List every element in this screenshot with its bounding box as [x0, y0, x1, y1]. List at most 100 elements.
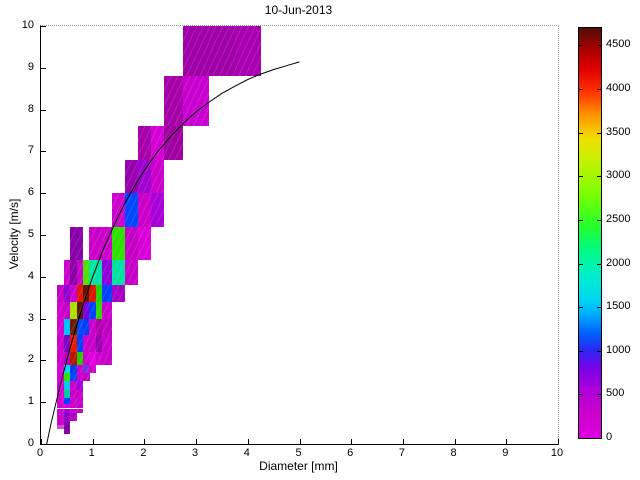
y-tick-label: 1 — [27, 395, 34, 408]
colorbar-tick-label: 4500 — [606, 38, 631, 51]
heatmap-cell — [70, 260, 77, 286]
heatmap-cell — [70, 404, 77, 409]
x-tick-label: 4 — [243, 447, 250, 459]
colorbar-tick-label: 500 — [606, 387, 625, 400]
heatmap-cell — [57, 364, 64, 373]
heatmap-cell — [76, 301, 83, 319]
heatmap-cell — [102, 352, 113, 365]
y-tick-label: 4 — [27, 269, 34, 282]
heatmap-cell — [95, 285, 103, 302]
heatmap-cell — [76, 398, 83, 405]
x-tick-label: 10 — [550, 447, 564, 459]
x-tick-label: 1 — [88, 447, 95, 459]
heatmap-cell — [70, 412, 77, 417]
y-tick-label: 7 — [27, 144, 34, 157]
heatmap-cell — [163, 76, 184, 127]
x-tick-mark — [41, 439, 42, 444]
heatmap-cell — [70, 318, 77, 336]
y-tick-label: 3 — [27, 311, 34, 324]
heatmap-cell — [76, 364, 83, 373]
heatmap-cell — [63, 352, 71, 365]
y-tick-label: 5 — [27, 228, 34, 240]
heatmap-cell — [57, 408, 64, 413]
y-tick-mark — [41, 444, 46, 445]
heatmap-cell — [83, 364, 90, 373]
heatmap-cell — [83, 301, 90, 319]
heatmap-cell — [63, 335, 71, 352]
y-tick-mark — [41, 151, 46, 153]
heatmap-cell — [95, 301, 103, 319]
heatmap-cell — [70, 398, 77, 405]
heatmap-cell — [63, 412, 71, 417]
chart-title: 10-Jun-2013 — [264, 3, 333, 17]
heatmap-cell — [63, 404, 71, 409]
heatmap-cell — [83, 260, 90, 286]
colorbar-tick-label: 1500 — [606, 300, 631, 313]
heatmap-cell — [57, 285, 64, 302]
colorbar-tick-mark — [597, 307, 601, 309]
colorbar-tick-label: 2500 — [606, 212, 631, 225]
heatmap-cell — [83, 352, 90, 365]
heatmap-cell — [70, 352, 77, 365]
heatmap-cell — [76, 352, 83, 365]
heatmap-cell — [70, 372, 77, 382]
heatmap-cell — [57, 404, 64, 409]
x-tick-label: 2 — [140, 447, 147, 459]
colorbar-tick-mark — [597, 132, 601, 134]
heatmap-cell — [102, 260, 113, 286]
x-tick-mark — [454, 439, 456, 444]
heatmap-cell — [63, 372, 71, 382]
heatmap-cell — [183, 76, 210, 127]
x-tick-label: 8 — [450, 447, 457, 459]
colorbar-tick-mark — [579, 89, 583, 91]
y-tick-mark — [41, 235, 46, 236]
x-tick-label: 7 — [398, 447, 405, 459]
colorbar-tick-mark — [597, 438, 601, 439]
heatmap-cell — [76, 389, 83, 399]
heatmap-cell — [76, 408, 83, 413]
heatmap-cell — [95, 318, 103, 336]
heatmap-cell — [183, 26, 210, 77]
x-tick-mark — [247, 439, 249, 444]
y-tick-label: 10 — [21, 19, 34, 31]
colorbar-tick-mark — [597, 89, 601, 91]
heatmap-cell — [76, 381, 83, 390]
heatmap-cell — [57, 416, 64, 421]
heatmap-cell — [83, 335, 90, 352]
heatmap-cell — [137, 226, 151, 260]
heatmap-cell — [102, 285, 113, 302]
y-tick-mark — [41, 402, 46, 404]
y-tick-label: 2 — [27, 353, 34, 366]
fit-curve-line — [46, 61, 300, 445]
heatmap-cell — [63, 381, 71, 390]
x-tick-label: 0 — [36, 447, 44, 459]
heatmap-cell — [57, 335, 64, 352]
heatmap-cell — [63, 408, 71, 413]
heatmap-cell — [95, 260, 103, 286]
colorbar-tick-mark — [579, 176, 583, 178]
heatmap-cell — [70, 364, 77, 373]
heatmap-cell — [76, 335, 83, 352]
colorbar-tick-mark — [579, 394, 583, 396]
colorbar-tick-mark — [579, 307, 583, 309]
colorbar-tick-label: 2000 — [606, 256, 631, 269]
heatmap-cell — [57, 301, 64, 319]
heatmap-cell — [125, 226, 138, 260]
colorbar-tick-mark — [597, 219, 601, 221]
heatmap-cell — [112, 260, 125, 286]
heatmap-cell — [83, 318, 90, 336]
colorbar-tick-mark — [597, 394, 601, 396]
heatmap-cell — [70, 389, 77, 399]
heatmap-cell — [102, 335, 113, 352]
x-tick-label: 6 — [347, 447, 354, 459]
x-tick-mark — [351, 439, 353, 444]
heatmap-cell — [76, 404, 83, 409]
y-tick-mark — [41, 276, 46, 278]
heatmap-cell — [150, 159, 164, 194]
heatmap-cell — [57, 352, 64, 365]
colorbar-tick-mark — [597, 263, 601, 265]
heatmap-cell — [95, 226, 103, 260]
heatmap-cell — [163, 126, 184, 160]
heatmap-cell — [70, 301, 77, 319]
heatmap-cell — [63, 421, 71, 426]
